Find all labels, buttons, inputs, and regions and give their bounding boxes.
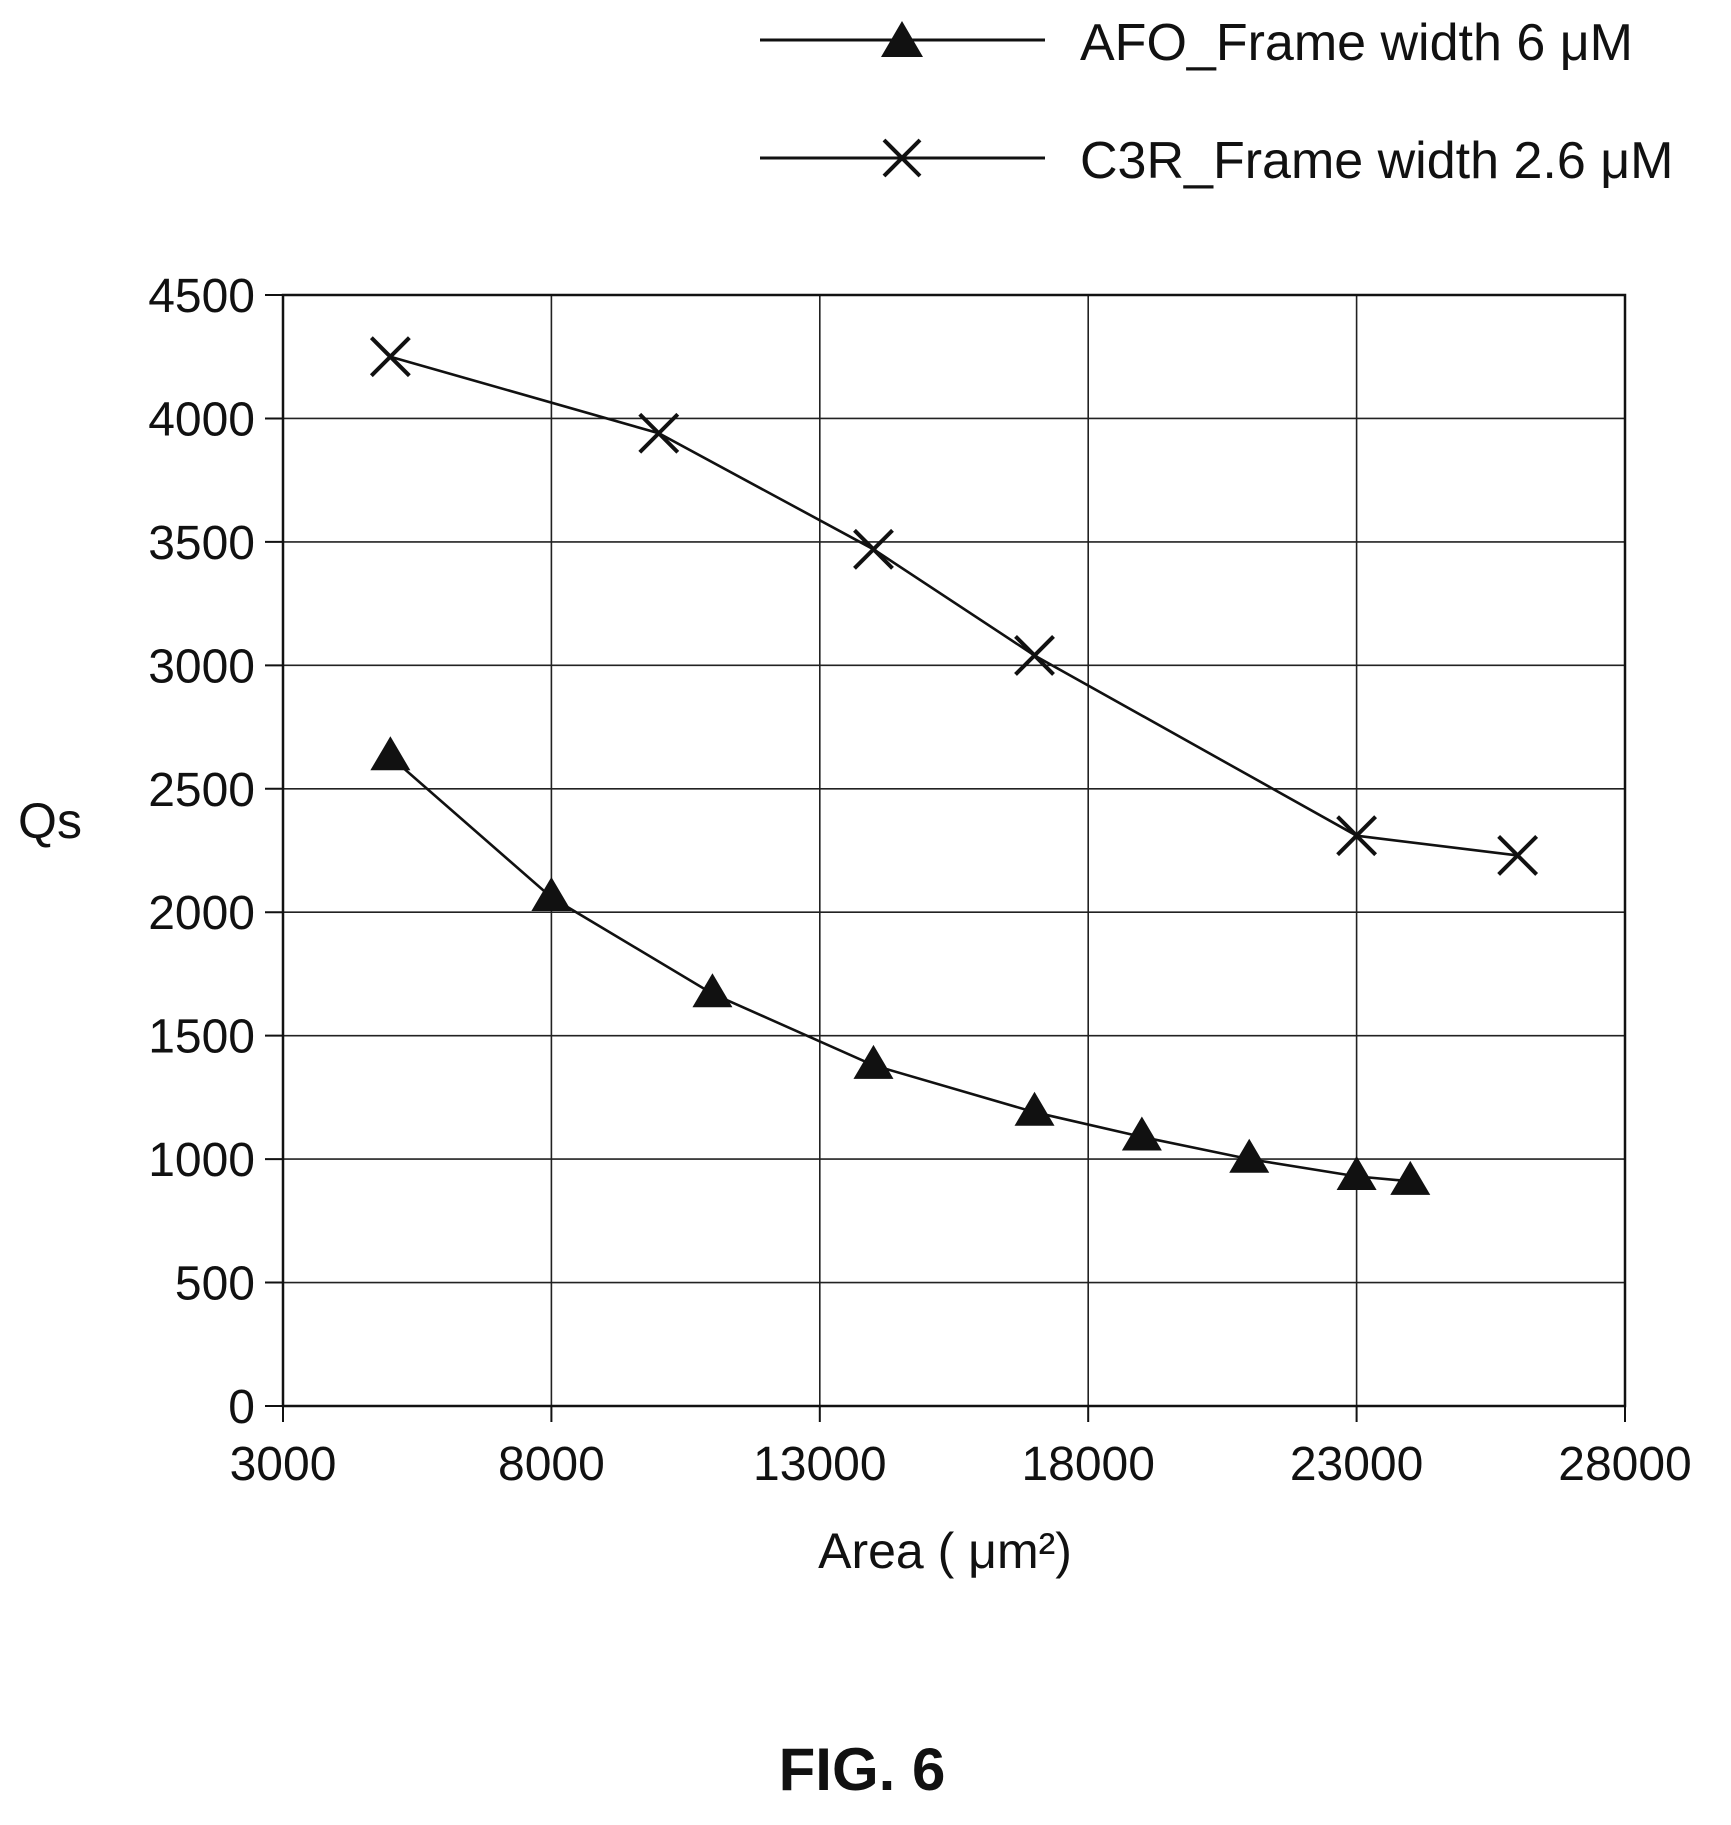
legend: AFO_Frame width 6 μM C3R_Frame width 2.6…	[760, 14, 1673, 190]
series-line	[389, 755, 1411, 1183]
y-axis-label: Qs	[18, 793, 82, 849]
series-layer	[369, 336, 1539, 1195]
figure-caption: FIG. 6	[779, 1736, 946, 1803]
triangle-point	[1336, 1155, 1377, 1190]
x-tick-label: 28000	[1558, 1438, 1691, 1491]
triangle-point	[853, 1044, 894, 1079]
legend-entry-afo: AFO_Frame width 6 μM	[760, 14, 1633, 72]
x-tick-label: 18000	[1021, 1438, 1154, 1491]
x-axis-label: Area ( μm²)	[818, 1523, 1072, 1579]
x-tick-label: 13000	[753, 1438, 886, 1491]
x-marker-icon	[882, 138, 922, 178]
grid	[282, 294, 1626, 1407]
x-tick-label: 8000	[498, 1438, 605, 1491]
legend-entry-c3r: C3R_Frame width 2.6 μM	[760, 132, 1673, 190]
y-tick-label: 3000	[148, 640, 255, 693]
triangle-point	[1229, 1138, 1270, 1173]
y-tick-label: 1000	[148, 1134, 255, 1187]
y-tick-label: 0	[228, 1381, 255, 1434]
y-tick-label: 3500	[148, 517, 255, 570]
legend-label-c3r: C3R_Frame width 2.6 μM	[1080, 132, 1673, 190]
triangle-point	[531, 877, 572, 912]
x-point	[853, 528, 894, 570]
triangle-marker-icon	[881, 21, 923, 57]
axes: 0 500 1000 1500 2000 2500 3000 3500 4000 4500 3000…	[148, 270, 1692, 1491]
x-point	[1336, 815, 1378, 857]
y-tick-label: 4500	[148, 270, 255, 323]
y-tick-label: 2000	[148, 887, 255, 940]
triangle-point	[1014, 1091, 1055, 1126]
series-line	[390, 355, 1518, 857]
triangle-point	[370, 736, 411, 771]
x-tick-label: 3000	[230, 1438, 337, 1491]
legend-label-afo: AFO_Frame width 6 μM	[1080, 14, 1633, 72]
x-point	[369, 336, 411, 378]
y-tick-label: 4000	[148, 393, 255, 446]
y-tick-label: 1500	[148, 1011, 255, 1064]
x-point	[1497, 835, 1539, 876]
triangle-point	[1121, 1116, 1162, 1151]
y-tick-label: 2500	[148, 764, 255, 817]
plot-frame	[281, 293, 1627, 1408]
x-point	[1014, 635, 1055, 676]
triangle-point	[1390, 1160, 1431, 1195]
series-afo	[370, 736, 1431, 1195]
y-tick-label: 500	[175, 1258, 255, 1311]
triangle-point	[692, 973, 733, 1008]
x-tick-label: 23000	[1290, 1438, 1423, 1491]
series-c3r	[369, 336, 1539, 876]
x-point	[638, 412, 680, 454]
